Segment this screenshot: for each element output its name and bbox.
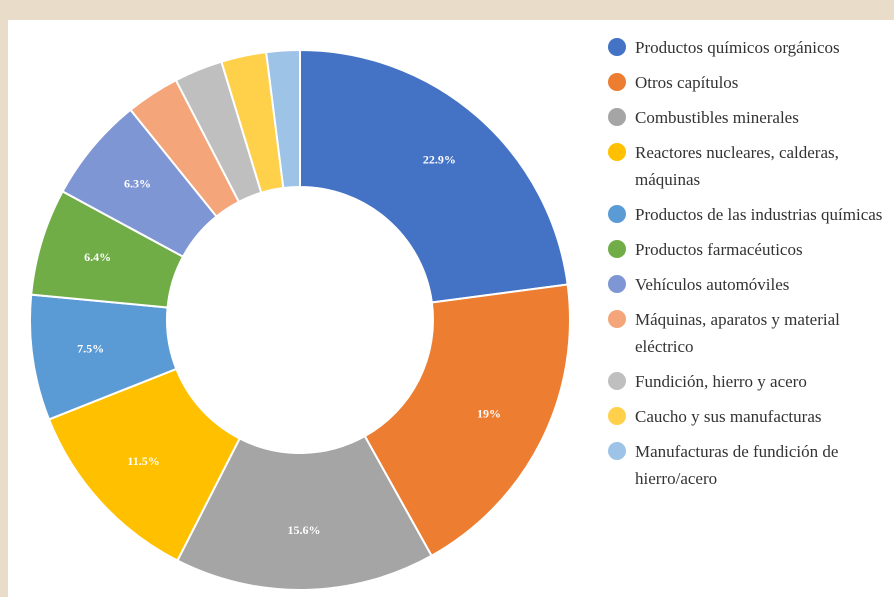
legend-label: Otros capítulos: [635, 73, 739, 92]
donut-segment: [47, 367, 241, 562]
legend-item: Caucho y sus manufacturas: [608, 403, 894, 430]
legend-item: Productos farmacéuticos: [608, 236, 894, 263]
legend-marker: [608, 205, 626, 223]
legend-marker: [608, 108, 626, 126]
legend-label: Fundición, hierro y acero: [635, 372, 807, 391]
legend-marker: [608, 38, 626, 56]
legend-label: Productos de las industrias químicas: [635, 205, 883, 224]
legend-marker: [608, 240, 626, 258]
data-label: 6.4%: [84, 250, 111, 264]
legend-label: Vehículos automóviles: [635, 275, 790, 294]
legend-marker: [608, 372, 626, 390]
legend: Productos químicos orgánicos Otros capítu…: [608, 34, 894, 500]
legend-label: Caucho y sus manufacturas: [635, 407, 822, 426]
legend-label: Productos farmacéuticos: [635, 240, 803, 259]
data-label: 6.3%: [124, 176, 151, 190]
data-label: 19%: [477, 407, 501, 421]
legend-item: Reactores nucleares, calderas, máquinas: [608, 139, 894, 193]
legend-marker: [608, 73, 626, 91]
chart-frame: 22.9% 19% 15.6% 11.5% 7.5% 6.4% 6.3% Productos…: [8, 20, 894, 597]
legend-label: Reactores nucleares, calderas, máquinas: [635, 143, 839, 189]
legend-item: Fundición, hierro y acero: [608, 368, 894, 395]
legend-item: Otros capítulos: [608, 69, 894, 96]
donut-segment: [363, 283, 571, 558]
legend-marker: [608, 143, 626, 161]
legend-label: Máquinas, aparatos y material eléctrico: [635, 310, 840, 356]
data-label: 22.9%: [423, 153, 456, 167]
data-label: 11.5%: [127, 454, 159, 468]
donut-segment: [265, 48, 301, 190]
legend-label: Combustibles minerales: [635, 108, 799, 127]
legend-marker: [608, 442, 626, 460]
legend-item: Productos de las industrias químicas: [608, 201, 894, 228]
chart: 22.9% 19% 15.6% 11.5% 7.5% 6.4% 6.3%: [29, 48, 571, 591]
legend-label: Manufacturas de fundición de hierro/acer…: [635, 442, 839, 488]
legend-marker: [608, 310, 626, 328]
legend-item: Máquinas, aparatos y material eléctrico: [608, 306, 894, 360]
donut-segment: [299, 48, 569, 304]
legend-marker: [608, 407, 626, 425]
legend-item: Productos químicos orgánicos: [608, 34, 894, 61]
data-label: 15.6%: [287, 523, 320, 537]
legend-item: Manufacturas de fundición de hierro/acer…: [608, 438, 894, 492]
data-label: 7.5%: [77, 342, 104, 356]
legend-label: Productos químicos orgánicos: [635, 38, 840, 57]
legend-item: Combustibles minerales: [608, 104, 894, 131]
legend-item: Vehículos automóviles: [608, 271, 894, 298]
legend-marker: [608, 275, 626, 293]
donut-segment: [176, 434, 433, 591]
